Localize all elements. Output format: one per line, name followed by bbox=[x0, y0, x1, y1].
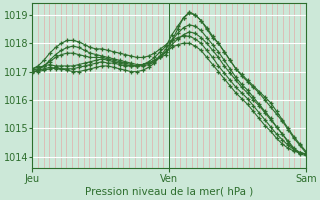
X-axis label: Pression niveau de la mer( hPa ): Pression niveau de la mer( hPa ) bbox=[85, 187, 253, 197]
